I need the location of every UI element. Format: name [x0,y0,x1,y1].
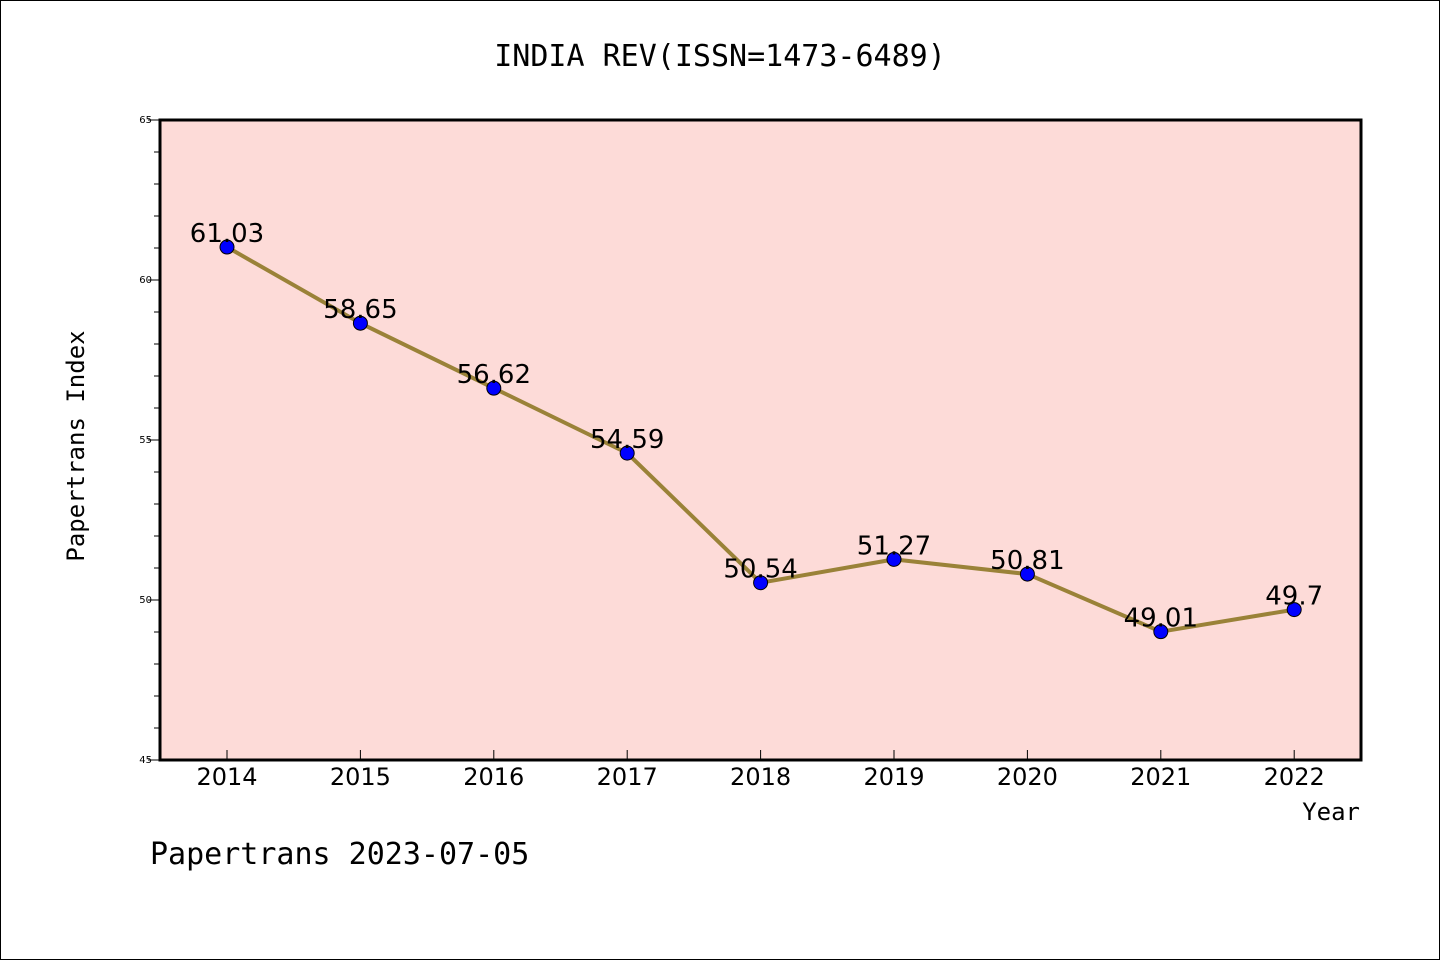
x-tick-label: 2017 [597,763,658,791]
data-point [1153,624,1169,640]
footer-text: Papertrans 2023-07-05 [150,837,529,872]
y-tick-label: 55 [139,435,152,446]
y-tick-label: 50 [139,595,152,606]
y-tick-label: 65 [139,115,152,126]
plot-area [158,118,1363,762]
x-tick-label: 2020 [997,763,1058,791]
data-point [219,239,235,255]
y-tick-label: 45 [139,755,152,766]
x-tick-label: 2016 [463,763,524,791]
chart-title: INDIA REV(ISSN=1473-6489) [494,39,946,74]
data-label: 49.01 [1124,604,1198,634]
series-group [219,239,1302,640]
x-axis-label: Year [1302,798,1360,826]
data-point [486,380,502,396]
x-tick-label: 2014 [196,763,257,791]
data-label: 50.81 [990,546,1064,576]
x-axis: 2014 2015 2016 2017 2018 2019 2020 2021 2022 [196,750,1325,791]
x-tick-label: 2015 [330,763,391,791]
x-tick-label: 2022 [1264,763,1325,791]
y-axis: 45 50 55 60 65 [139,115,160,766]
data-point [1019,566,1035,582]
data-label: 49.7 [1265,582,1323,612]
x-tick-label: 2019 [863,763,924,791]
data-label: 58.65 [323,295,397,325]
x-tick-label: 2018 [730,763,791,791]
data-point [352,315,368,331]
data-label: 54.59 [590,425,664,455]
x-tick-label: 2021 [1130,763,1191,791]
data-labels: 61.03 58.65 56.62 54.59 50.54 51.27 50.81 49.01… [190,219,1323,634]
data-point [1286,602,1302,618]
data-label: 51.27 [857,531,931,561]
data-point [619,445,635,461]
data-point [886,551,902,567]
y-axis-label: Papertrans Index [62,330,90,561]
y-tick-label: 60 [139,275,152,286]
data-label: 56.62 [457,360,531,390]
data-point [753,575,769,591]
data-label: 61.03 [190,219,264,249]
data-label: 50.54 [723,555,797,585]
